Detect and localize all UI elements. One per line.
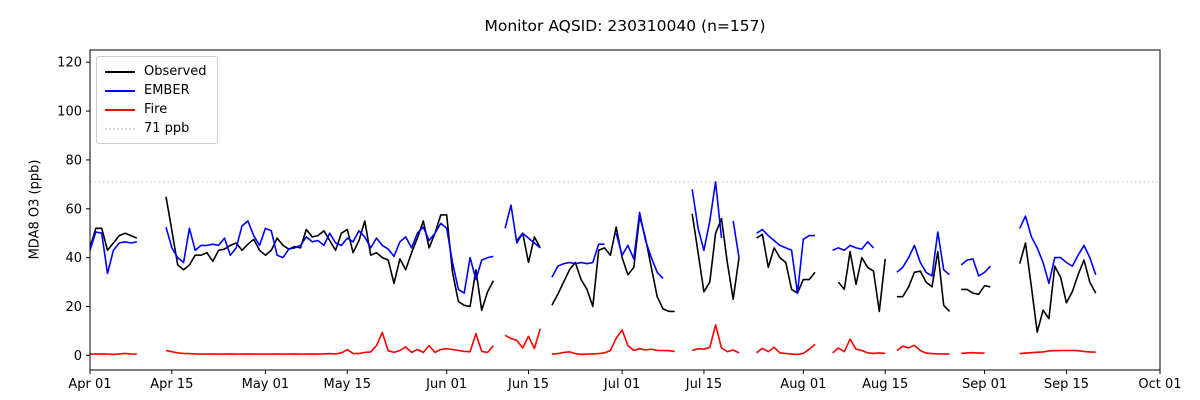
x-tick-label: Jun 15 <box>507 377 549 392</box>
x-tick-label: Jul 01 <box>603 377 640 392</box>
x-tick-label: Jul 15 <box>685 377 722 392</box>
x-tick-label: Oct 01 <box>1138 377 1181 392</box>
y-tick-label: 80 <box>65 153 82 168</box>
x-tick-label: Apr 15 <box>150 377 193 392</box>
legend-label-ref-line: 71 ppb <box>144 121 190 136</box>
legend-item-ember: EMBER <box>105 81 207 100</box>
x-tick-label: May 01 <box>242 377 290 392</box>
legend-label-fire: Fire <box>144 102 168 117</box>
ember-line-sample-icon <box>105 89 135 92</box>
legend-item-ref-line: 71 ppb <box>105 119 207 138</box>
x-tick-label: Aug 01 <box>780 377 826 392</box>
x-tick-label: Sep 01 <box>962 377 1007 392</box>
x-tick-label: May 15 <box>323 377 371 392</box>
y-tick-label: 100 <box>57 105 82 120</box>
legend-item-observed: Observed <box>105 62 207 81</box>
legend: Observed EMBER Fire 71 ppb <box>96 56 218 144</box>
x-tick-label: Apr 01 <box>68 377 111 392</box>
series-fire-line <box>90 324 1096 356</box>
fire-line-sample-icon <box>105 108 135 111</box>
legend-label-observed: Observed <box>144 64 207 79</box>
chart-title: Monitor AQSID: 230310040 (n=157) <box>484 17 766 35</box>
series-ember-line <box>89 181 1097 294</box>
legend-item-fire: Fire <box>105 100 207 119</box>
y-tick-label: 120 <box>57 56 82 71</box>
x-tick-label: Sep 15 <box>1044 377 1089 392</box>
y-tick-label: 20 <box>65 300 82 315</box>
y-tick-label: 0 <box>74 349 82 364</box>
ref-line-sample-icon <box>105 127 135 130</box>
observed-line-sample-icon <box>105 70 135 73</box>
legend-label-ember: EMBER <box>144 83 190 98</box>
series-observed-line <box>89 196 1097 333</box>
axes-frame <box>89 49 1161 371</box>
y-tick-label: 60 <box>65 202 82 217</box>
y-tick-label: 40 <box>65 251 82 266</box>
x-tick-label: Jun 01 <box>425 377 467 392</box>
x-tick-label: Aug 15 <box>862 377 908 392</box>
